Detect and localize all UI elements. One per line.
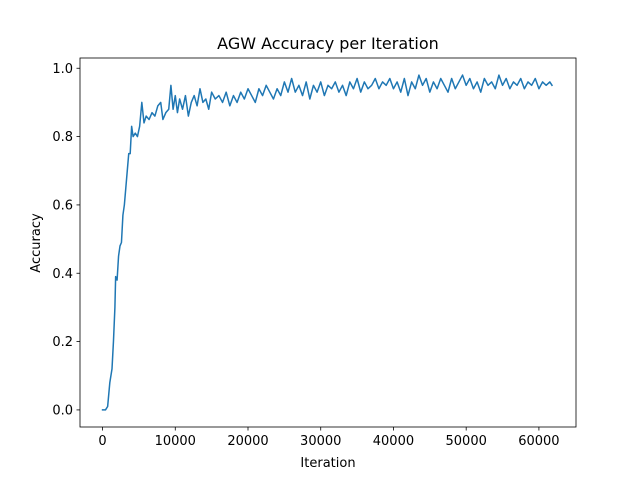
plot-area xyxy=(79,57,577,428)
y-tick-label: 0.8 xyxy=(52,130,73,145)
x-axis: 0 10000 20000 30000 40000 50000 60000 xyxy=(98,427,560,449)
x-tick-label: 50000 xyxy=(446,434,487,449)
series-line-0 xyxy=(101,74,554,411)
plot-frame xyxy=(79,57,577,428)
x-tick-label: 30000 xyxy=(300,434,341,449)
y-axis-title: Accuracy xyxy=(29,213,44,273)
y-axis: 0.0 0.2 0.4 0.6 0.8 1.0 xyxy=(52,62,80,418)
x-tick-label: 20000 xyxy=(227,434,268,449)
chart-title: AGW Accuracy per Iteration xyxy=(217,34,439,53)
x-tick-label: 60000 xyxy=(518,434,559,449)
y-tick-label: 0.4 xyxy=(52,267,73,282)
y-tick-label: 1.0 xyxy=(52,62,73,77)
y-tick-label: 0.2 xyxy=(52,335,73,350)
y-tick-label: 0.6 xyxy=(52,198,73,213)
y-tick-label: 0.0 xyxy=(52,403,73,418)
x-tick-label: 0 xyxy=(98,434,106,449)
x-tick-label: 10000 xyxy=(155,434,196,449)
x-tick-label: 40000 xyxy=(373,434,414,449)
x-axis-title: Iteration xyxy=(300,456,355,471)
